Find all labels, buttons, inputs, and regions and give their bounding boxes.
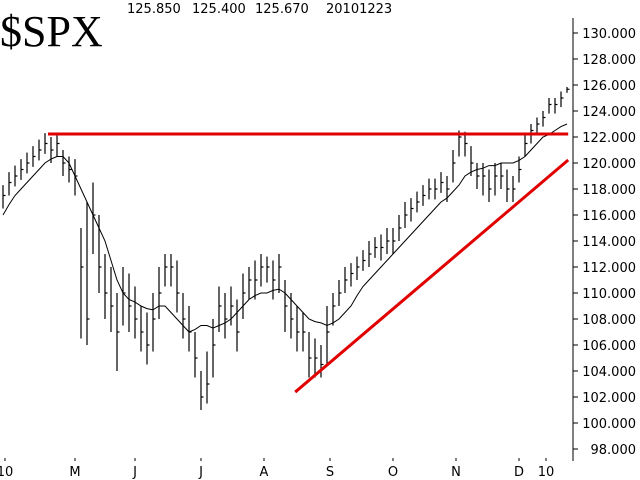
y-tick-label: 118.000 [582,183,636,198]
symbol: $SPX [0,7,103,56]
y-tick-label: 130.000 [582,27,636,42]
y-tick-label: 108.000 [582,313,636,328]
y-tick-label: 106.000 [582,339,636,354]
x-tick-label: D [514,465,524,480]
header-high: 125.850 [127,2,181,17]
x-tick-label: A [260,465,269,480]
y-tick-label: 128.000 [582,53,636,68]
x-tick-label: O [388,465,398,480]
y-tick-label: 112.000 [582,261,636,276]
y-tick-label: 102.000 [582,391,636,406]
header-close: 125.670 [255,2,309,17]
header-date: 20101223 [326,2,392,17]
x-tick-label: S [326,465,334,480]
header-low: 125.400 [192,2,246,17]
y-tick-label: 116.000 [582,209,636,224]
y-tick-label: 110.000 [582,287,636,302]
moving-average [2,123,568,333]
x-tick-label: M [69,465,80,480]
x-tick-label: J [132,465,137,480]
x-tick-label: N [451,465,461,480]
y-tick-label: 120.000 [582,157,636,172]
y-tick-label: 98.000 [591,443,637,458]
y-tick-label: 104.000 [582,365,636,380]
y-tick-label: 126.000 [582,79,636,94]
x-tick-label: 10 [538,465,555,480]
trend-line [294,158,570,394]
y-tick-label: 114.000 [582,235,636,250]
y-tick-label: 122.000 [582,131,636,146]
x-tick-label: J [198,465,203,480]
x-tick-label: 10 [0,465,13,480]
y-tick-label: 100.000 [582,417,636,432]
y-tick-label: 124.000 [582,105,636,120]
